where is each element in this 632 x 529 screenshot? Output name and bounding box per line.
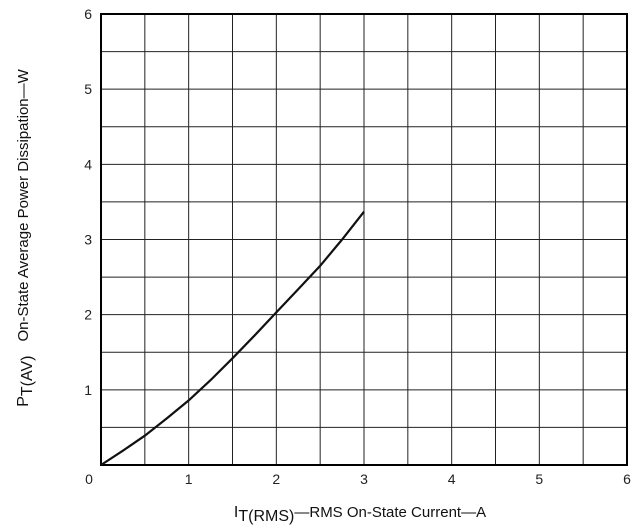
y-tick-label: 6 <box>84 6 92 22</box>
grid <box>101 14 627 465</box>
y-tick-label: 2 <box>84 307 92 323</box>
y-tick-label: 5 <box>84 81 92 97</box>
series-line <box>100 211 365 466</box>
x-axis-label-rest: —RMS On-State Current—A <box>294 504 486 521</box>
y-tick-labels: 1 2 3 4 5 6 <box>84 6 92 398</box>
y-tick-label: 4 <box>84 156 92 172</box>
x-axis-label-sub: T(RMS) <box>238 508 294 525</box>
y-axis-label-sub: T(AV) <box>19 356 36 397</box>
x-axis-label: IT(RMS)—RMS On-State Current—A <box>234 504 486 525</box>
x-tick-label: 3 <box>360 471 368 487</box>
y-axis-label-main: P <box>15 396 32 407</box>
y-tick-label: 1 <box>84 382 92 398</box>
x-tick-label: 6 <box>623 471 631 487</box>
x-tick-label: 0 <box>85 471 93 487</box>
x-tick-label: 4 <box>448 471 456 487</box>
y-axis-label: PT(AV) On-State Average Power Dissipation… <box>15 68 36 406</box>
x-axis-label-main: I <box>234 504 238 521</box>
x-tick-label: 2 <box>272 471 280 487</box>
x-tick-label: 1 <box>185 471 193 487</box>
x-tick-labels: 0 1 2 3 4 5 6 <box>85 471 631 487</box>
x-tick-label: 5 <box>535 471 543 487</box>
y-axis-label-rest: On-State Average Power Dissipation—W <box>15 68 32 341</box>
plot-frame <box>100 13 628 466</box>
y-tick-label: 3 <box>84 232 92 248</box>
